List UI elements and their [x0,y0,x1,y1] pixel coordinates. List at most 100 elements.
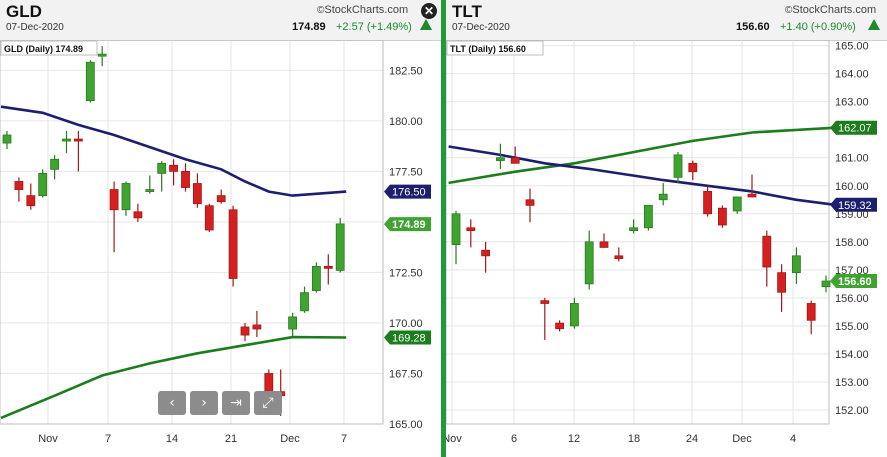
expand-icon: ⤢ [262,395,274,411]
candle-body [50,158,59,170]
moving-average-long [448,126,835,185]
price-label-bg [830,274,877,289]
y-tick-label: 165.00 [389,419,423,431]
price-label-bg [384,217,431,232]
legend-text: TLT (Daily) 156.60 [450,44,526,54]
last-price: 174.89 [292,21,326,33]
price-change: +2.57 (+1.49%) [336,21,412,33]
x-tick-label: Nov [446,433,462,445]
chart-header-gld: GLD 07-Dec-2020 ©StockCharts.com 174.89 … [0,0,441,41]
candle-body [288,316,298,330]
price-label-text: 159.32 [838,200,872,212]
y-tick-label: 156.00 [835,293,869,305]
chart-header-tlt: TLT 07-Dec-2020 ©StockCharts.com 156.60 … [446,0,887,41]
candle-body [216,195,226,203]
price-label-green: 174.89 [384,217,431,232]
expand-chart-button[interactable]: ⤢ [254,391,282,415]
candle-body [62,138,71,142]
x-tick-label: 6 [511,433,517,445]
price-label-text: 156.60 [838,276,872,288]
candle-body [555,322,564,330]
candle-body [570,303,579,327]
candle-body [252,324,262,330]
chart-date: 07-Dec-2020 [452,22,510,33]
y-tick-label: 172.50 [389,267,423,279]
candle-body [747,193,757,198]
chart-legend: TLT (Daily) 156.60 [446,40,544,56]
price-label-green: 156.60 [830,274,877,289]
price-label-bg [384,330,431,345]
legend-box [446,40,544,56]
price-label-bg [830,120,877,135]
y-tick-label: 177.50 [389,166,423,178]
candle-body [133,211,143,219]
y-tick-label: 167.50 [389,368,423,380]
brand-label: ©StockCharts.com [785,4,877,16]
candle-body [540,300,550,304]
candle-body [777,272,787,293]
candle-body [821,280,831,288]
moving-average-short [0,105,347,197]
candle-body [311,265,321,292]
scroll-right-button[interactable]: › [190,391,218,415]
x-tick-label: 14 [166,433,178,445]
x-tick-label: 7 [341,433,347,445]
moving-average-short [448,145,836,207]
chart-panel-gld: GLD 07-Dec-2020 ©StockCharts.com 174.89 … [0,0,441,457]
price-label-text: 176.50 [392,187,426,199]
scroll-left-button[interactable]: ‹ [158,391,186,415]
jump-to-end-icon: ⇥ [230,395,242,411]
price-label-navy: 159.32 [830,197,877,212]
candle-body [806,303,816,321]
candle-body [584,241,594,285]
plot-frame [0,40,384,425]
candle-body [264,373,274,393]
legend-box [0,40,98,56]
price-chart-tlt: 165.00164.00163.00162.00161.00160.00159.… [446,40,877,445]
y-tick-label: 165.00 [835,41,869,53]
price-label-text: 169.28 [392,332,426,344]
y-tick-label: 157.00 [835,265,869,277]
close-icon[interactable]: ✕ [421,3,437,19]
candle-body [121,183,131,211]
chevron-left-icon: ‹ [169,395,175,411]
candle-body [26,195,36,207]
x-tick-label: 7 [105,433,111,445]
candle-body [74,138,83,142]
y-tick-label: 170.00 [389,318,423,330]
x-tick-label: Dec [280,433,300,445]
candle-body [673,154,683,178]
price-label-navy: 176.50 [384,184,431,199]
candle-body [791,255,801,274]
price-change: +1.40 (+0.90%) [780,21,856,33]
candle-body [629,227,639,231]
candle-body [192,183,202,205]
y-tick-label: 153.00 [835,377,869,389]
candle-body [97,53,107,57]
candle-body [599,241,609,248]
price-label-bg [384,184,431,199]
chart-date: 07-Dec-2020 [6,22,64,33]
legend-text: GLD (Daily) 174.89 [4,44,83,54]
candle-body [762,235,772,268]
y-tick-label: 161.00 [835,153,869,165]
chart-panel-tlt: TLT 07-Dec-2020 ©StockCharts.com 156.60 … [446,0,887,457]
candle-body [688,162,698,173]
y-tick-label: 164.00 [835,69,869,81]
candle-body [496,157,505,161]
panel-divider[interactable] [441,0,446,457]
candle-body [109,189,119,211]
x-tick-label: 18 [628,433,640,445]
price-label-bg [830,197,877,212]
price-label-text: 174.89 [392,219,426,231]
y-tick-label: 180.00 [389,116,423,128]
candle-body [85,61,95,102]
candle-body [228,209,238,279]
candle-body [145,189,155,192]
candle-body [14,181,24,190]
up-arrow-icon [420,19,432,30]
y-tick-label: 182.50 [389,65,423,77]
candle-body [323,265,333,269]
scroll-to-end-button[interactable]: ⇥ [222,391,250,415]
x-tick-label: 12 [568,433,580,445]
